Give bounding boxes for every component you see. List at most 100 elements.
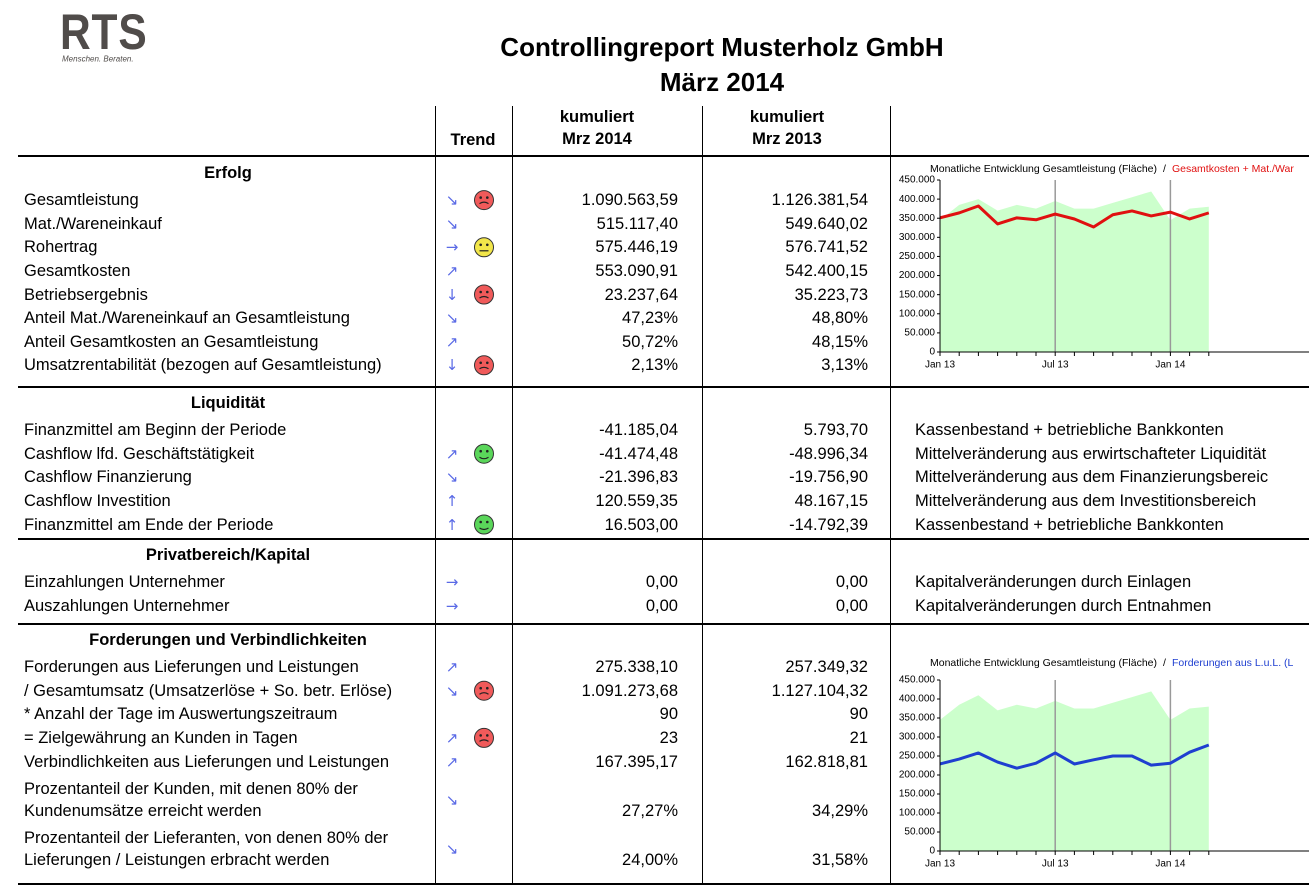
- trend-arrow: ↑: [445, 491, 459, 510]
- row-label: Verbindlichkeiten aus Lieferungen und Le…: [24, 752, 390, 771]
- y-tick-label: 450.000: [899, 675, 936, 686]
- smiley-face: [474, 237, 494, 258]
- trend-arrow: ↗: [445, 332, 459, 351]
- y-tick-label: 50.000: [904, 827, 935, 838]
- smiley-eye: [486, 243, 489, 247]
- value-previous: 21: [849, 728, 868, 747]
- y-tick-label: 50.000: [904, 328, 935, 339]
- section-title: Liquidität: [190, 394, 266, 412]
- smiley-eye: [479, 520, 483, 524]
- value-current: 0,00: [645, 596, 678, 615]
- trend-arrow: ↗: [445, 658, 459, 677]
- x-tick-label: Jan 13: [925, 360, 955, 371]
- smiley-face: [474, 680, 494, 701]
- value-current: 2,13%: [631, 356, 678, 375]
- row-divider: [18, 386, 1309, 388]
- legend-entry: Gesamtkosten + Mat./War: [1172, 163, 1294, 175]
- trend-arrow: →: [445, 238, 459, 257]
- column-header: Mrz 2014: [562, 130, 632, 148]
- row-label: Anteil Mat./Wareneinkauf an Gesamtleistu…: [24, 309, 350, 328]
- smiley-mouth: [479, 295, 489, 299]
- row-label: * Anzahl der Tage im Auswertungszeitraum: [24, 705, 338, 724]
- row-label: Cashflow Finanzierung: [24, 468, 192, 487]
- y-tick-label: 150.000: [899, 789, 936, 800]
- row-note: Mittelveränderung aus erwirtschafteter L…: [915, 444, 1267, 463]
- value-current: -41.185,04: [599, 421, 678, 440]
- value-current: 47,23%: [622, 309, 678, 328]
- x-tick-label: Jan 14: [1155, 360, 1185, 371]
- row-note: Mittelveränderung aus dem Investitionsbe…: [915, 491, 1257, 510]
- row-divider: [18, 538, 1309, 540]
- line: [939, 743, 1210, 770]
- trend-arrow: ↓: [445, 285, 459, 304]
- value-previous: 162.818,81: [785, 752, 868, 771]
- trend-arrow: ↘: [445, 191, 459, 210]
- value-current: 120.559,35: [595, 491, 678, 510]
- value-current: 275.338,10: [595, 658, 678, 677]
- trend-arrow: ↗: [445, 444, 459, 463]
- value-previous: 5.793,70: [803, 421, 868, 440]
- value-current: -41.474,48: [599, 444, 678, 463]
- value-current: 16.503,00: [604, 515, 678, 534]
- row-divider: [18, 623, 1309, 625]
- value-current: 0,00: [645, 573, 678, 592]
- y-tick-label: 150.000: [899, 289, 936, 300]
- smiley-eye: [479, 686, 483, 690]
- value-previous: -19.756,90: [789, 468, 868, 487]
- value-previous: 48.167,15: [794, 491, 868, 510]
- value-current: 167.395,17: [595, 752, 678, 771]
- smiley-face: [474, 514, 494, 535]
- row-label: Prozentanteil der Lieferanten, von denen…: [24, 828, 389, 847]
- y-tick-label: 100.000: [899, 808, 936, 819]
- trend-arrow: ↗: [445, 728, 459, 747]
- row-label: Kundenumsätze erreicht werden: [24, 801, 262, 820]
- trend-arrow: ↘: [445, 790, 459, 809]
- smiley-eye: [479, 361, 483, 365]
- smiley-face: [474, 727, 494, 748]
- column-header: kumuliert: [749, 108, 825, 126]
- value-previous: 35.223,73: [794, 285, 868, 304]
- row-label: Einzahlungen Unternehmer: [24, 573, 225, 592]
- value-previous: 90: [849, 705, 868, 724]
- y-tick-label: 250.000: [899, 251, 936, 262]
- value-previous: 34,29%: [812, 801, 868, 820]
- legend-entry: Forderungen aus L.u.L. (L: [1172, 657, 1294, 669]
- legend-entry: Monatliche Entwicklung Gesamtleistung (F…: [930, 163, 1157, 175]
- y-tick-label: 400.000: [899, 694, 936, 705]
- value-previous: -48.996,34: [789, 444, 868, 463]
- row-label: Rohertrag: [24, 238, 98, 257]
- trend-arrow: ↘: [445, 681, 459, 700]
- trend-arrow: ↘: [445, 468, 459, 487]
- value-current: 50,72%: [622, 332, 678, 351]
- value-current: 23: [659, 728, 678, 747]
- x-tick-label: Jan 13: [925, 859, 955, 870]
- row-label: Anteil Gesamtkosten an Gesamtleistung: [24, 332, 319, 351]
- value-current: 24,00%: [622, 850, 678, 869]
- smiley-eye: [486, 196, 489, 199]
- x-tick-label: Jan 14: [1155, 859, 1185, 870]
- y-tick-label: 350.000: [899, 713, 936, 724]
- y-tick-label: 100.000: [899, 308, 936, 319]
- value-previous: 576.741,52: [785, 238, 868, 257]
- column-header: Trend: [450, 131, 496, 149]
- smiley: [474, 355, 494, 376]
- chart-title: Monatliche Entwicklung Gesamtleistung (F…: [930, 163, 1294, 175]
- title-separator: /: [1163, 657, 1166, 669]
- y-tick-label: 300.000: [899, 732, 936, 743]
- value-current: -21.396,83: [599, 468, 678, 487]
- value-current: 27,27%: [622, 801, 678, 820]
- value-previous: 1.126.381,54: [771, 191, 868, 210]
- column-divider: [702, 106, 703, 883]
- value-previous: 3,13%: [821, 356, 868, 375]
- section-title: Privatbereich/Kapital: [145, 546, 311, 564]
- row-label: Umsatzrentabilität (bezogen auf Gesamtle…: [24, 356, 382, 375]
- smiley-eye: [479, 734, 483, 737]
- trend-arrow: →: [445, 596, 459, 615]
- value-current: 515.117,40: [596, 214, 678, 233]
- row-label: Finanzmittel am Ende der Periode: [24, 515, 274, 534]
- x-tick-label: Jul 13: [1042, 360, 1069, 371]
- y-tick-label: 250.000: [899, 751, 936, 762]
- trend-arrow: ↘: [445, 309, 459, 328]
- value-previous: 48,80%: [812, 309, 868, 328]
